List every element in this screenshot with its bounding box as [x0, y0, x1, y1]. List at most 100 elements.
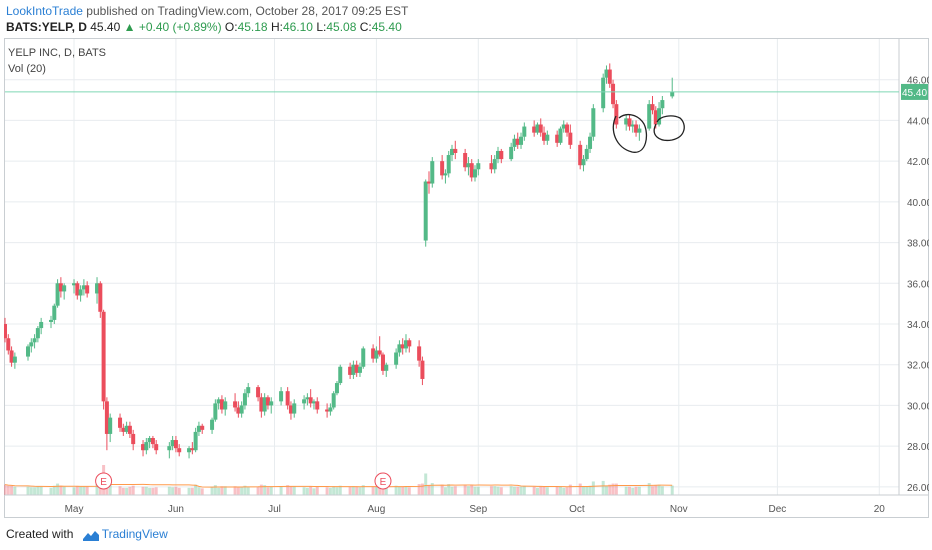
volume-bar	[302, 487, 306, 495]
candle-body	[85, 285, 90, 294]
candle-body	[515, 138, 520, 145]
volume-bar	[647, 483, 651, 495]
candle-body	[72, 283, 77, 286]
price-axis[interactable]: 26.00 28.00 30.00 32.00 34.00 36.00 38.00 40.00…	[5, 39, 932, 495]
chart-panel[interactable]: EE 26.0028.0030.0032.0034.0036.0038.0040…	[3, 38, 932, 518]
close-value: 45.40	[371, 20, 402, 34]
volume-bar	[374, 486, 378, 495]
volume-bar	[259, 484, 263, 495]
candle-body	[75, 283, 80, 296]
author-link[interactable]: LookIntoTrade	[6, 4, 83, 18]
volume-bar	[266, 487, 270, 495]
volume-bar	[542, 486, 546, 495]
candle-body	[357, 366, 362, 373]
candle-body	[285, 391, 290, 406]
volume-bar	[654, 485, 658, 495]
candle-body	[9, 350, 14, 363]
candle-body	[354, 364, 359, 373]
volume-bar	[378, 485, 382, 495]
candle-body	[670, 91, 675, 97]
candle-body	[200, 425, 205, 430]
volume-bar	[499, 487, 503, 495]
candle-body	[653, 110, 658, 125]
price-tick-label: 42.00	[907, 157, 929, 168]
volume-bar	[223, 486, 227, 495]
candle-body	[561, 124, 566, 129]
volume-bar	[190, 487, 194, 495]
candle-body	[555, 134, 560, 143]
price-tick-label: 28.00	[907, 442, 929, 453]
candle-body	[334, 383, 339, 394]
candle-body	[170, 440, 175, 447]
candle-body	[315, 401, 320, 410]
candle-body	[246, 387, 251, 394]
time-tick-label: Sep	[469, 504, 487, 515]
volume-bar	[240, 486, 244, 495]
candle-body	[62, 285, 67, 292]
price-chart[interactable]: EE 26.0028.0030.0032.0034.0036.0038.0040…	[3, 38, 932, 518]
candle-body	[542, 132, 547, 141]
volume-bar	[26, 486, 30, 495]
time-tick-label: Dec	[768, 504, 786, 515]
volume-bar	[522, 486, 526, 495]
volume-bar	[512, 486, 516, 495]
candle-body	[607, 69, 612, 84]
volume-bar	[670, 485, 674, 495]
volume-bar	[407, 487, 411, 495]
volume-bar	[470, 485, 474, 495]
low-value: 45.08	[326, 20, 357, 34]
volume-bar	[52, 485, 56, 495]
volume-bar	[309, 486, 313, 495]
candle-body	[150, 438, 155, 445]
volume-bar	[82, 486, 86, 495]
candle-body	[545, 134, 550, 141]
candle-body	[611, 83, 616, 105]
volume-bar	[588, 485, 592, 495]
tradingview-link[interactable]: TradingView	[101, 527, 168, 541]
candle-body	[581, 159, 586, 166]
candle-body	[52, 305, 57, 320]
volume-bar	[154, 487, 158, 495]
candle-body	[627, 118, 632, 127]
candle-body	[210, 419, 215, 430]
candle-body	[558, 128, 563, 143]
volume-bar	[72, 487, 76, 495]
volume-bar	[555, 486, 559, 495]
volume-bar	[325, 487, 329, 495]
volume-bar	[493, 486, 497, 495]
price-tick-label: 30.00	[907, 401, 929, 412]
candle-body	[377, 350, 382, 355]
volume-bar	[210, 486, 214, 495]
candle-body	[305, 397, 310, 400]
volume-bar	[657, 484, 661, 495]
chart-frame	[4, 38, 929, 518]
earnings-marker	[95, 472, 113, 490]
footer: Created with TradingView	[6, 527, 168, 541]
volume-bar	[148, 487, 152, 495]
candle-body	[650, 104, 655, 111]
time-tick-label: Aug	[368, 504, 386, 515]
volume-bar	[558, 486, 562, 495]
candle-body	[426, 181, 431, 184]
candle-body	[588, 136, 593, 149]
volume-bar	[108, 483, 112, 495]
volume-bar	[361, 485, 365, 495]
volume-bar	[292, 486, 296, 495]
candle-body	[394, 352, 399, 365]
volume-bar	[624, 486, 628, 495]
candle-body	[463, 153, 468, 168]
volume-bar	[614, 483, 618, 495]
candle-body	[453, 148, 458, 153]
volume-bar	[401, 486, 405, 495]
price-tick-label: 40.00	[907, 198, 929, 209]
candle-body	[473, 169, 478, 178]
time-axis[interactable]: May Jun Jul Aug Sep Oct Nov Dec 20	[5, 494, 928, 515]
candle-body	[420, 360, 425, 379]
candle-body	[407, 340, 412, 347]
volume-bar	[348, 486, 352, 495]
candle-body	[637, 128, 642, 133]
candle-body	[634, 124, 639, 133]
candle-body	[440, 161, 445, 176]
volume-bar	[233, 486, 237, 495]
volume-bar	[463, 485, 467, 495]
